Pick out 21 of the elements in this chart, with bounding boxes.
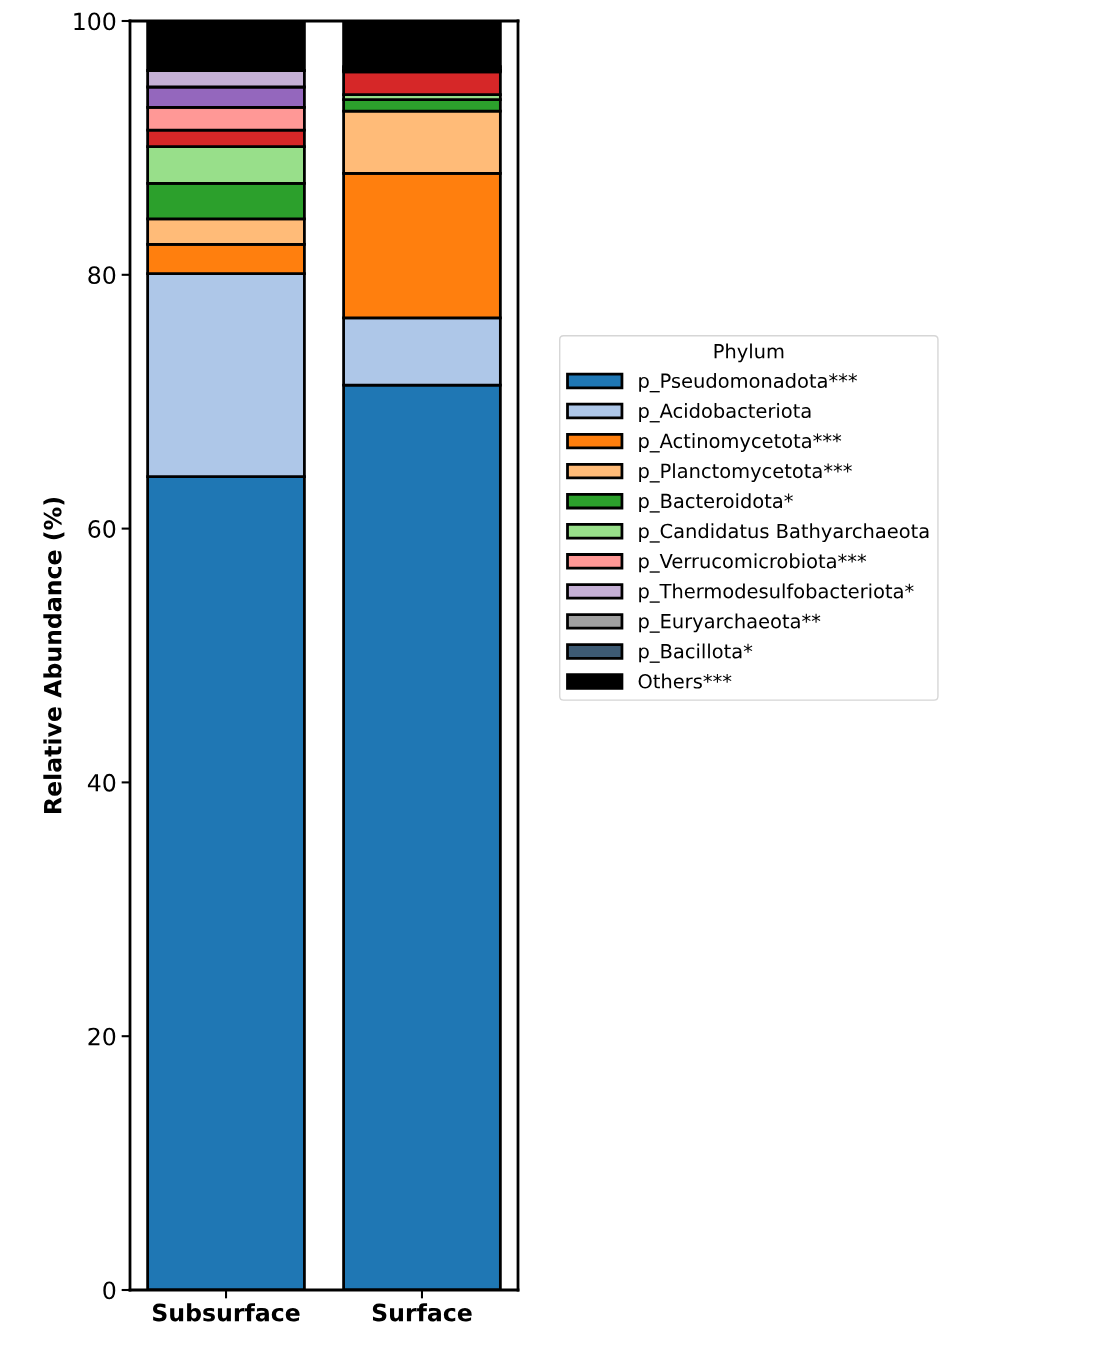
y-tick-label: 60 <box>88 520 116 538</box>
y-tick-label: 0 <box>103 1281 116 1300</box>
legend-label: p_Planctomycetota*** <box>639 463 852 483</box>
legend-label: p_Bacillota* <box>639 643 753 663</box>
legend-label: p_Verrucomicrobiota*** <box>639 553 867 573</box>
y-tick-label: 40 <box>87 773 116 792</box>
y-tick-label: 80 <box>88 266 116 285</box>
legend-label: p_Bacteroidota* <box>639 493 793 513</box>
legend-label: p_Thermodesulfobacteriota* <box>639 583 914 603</box>
x-tick-label: Surface <box>372 1303 472 1322</box>
x-tick-label: Subsurface <box>153 1303 300 1322</box>
legend-label: p_Candidatus Bathyarchaeota <box>639 523 929 543</box>
y-tick-label: 20 <box>88 1027 116 1046</box>
legend-label: p_Actinomycetota*** <box>639 433 842 453</box>
legend-label: p_Euryarchaeota** <box>639 613 821 633</box>
legend-title: Phylum <box>714 343 784 363</box>
y-tick-label: 100 <box>74 12 116 31</box>
legend-label: Others*** <box>638 673 732 689</box>
legend-label: p_Pseudomonadota*** <box>639 373 858 393</box>
legend-label: p_Acidobacteriota <box>639 403 811 423</box>
y-axis-title: Relative Abundance (%) <box>43 497 65 813</box>
